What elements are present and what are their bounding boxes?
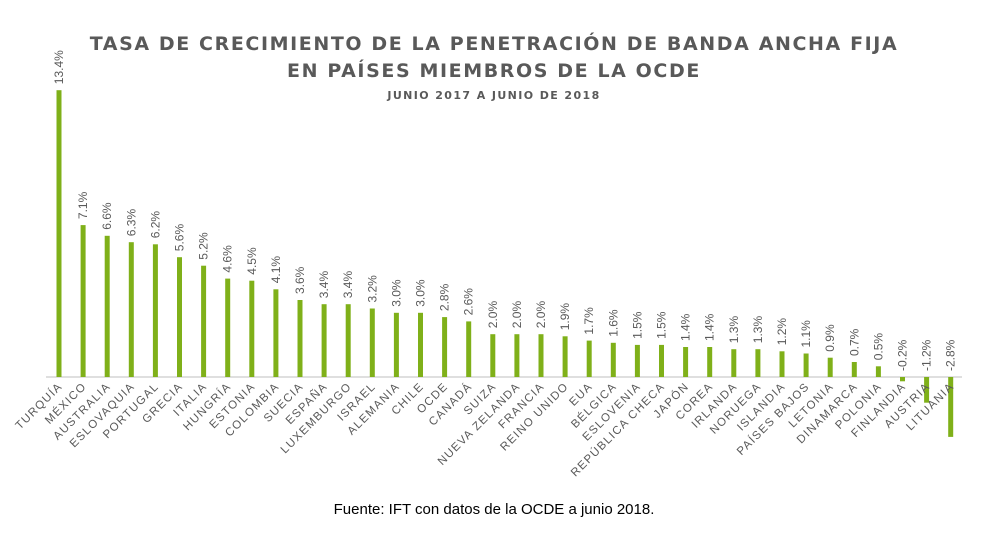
bar (779, 351, 785, 377)
data-label: 2.0% (510, 301, 524, 329)
data-label: 0.5% (871, 333, 885, 361)
data-label: 1.4% (679, 313, 693, 341)
data-label: 3.4% (317, 271, 331, 299)
bar (225, 278, 231, 377)
chart-title-line-1: TASA DE CRECIMIENTO DE LA PENETRACIÓN DE… (89, 33, 899, 55)
data-label: 3.4% (341, 271, 355, 299)
bar (442, 317, 448, 377)
data-label: 1.5% (630, 311, 644, 339)
data-label: 5.2% (197, 232, 211, 260)
bar (562, 336, 568, 377)
bar (924, 377, 930, 403)
source-note: Fuente: IFT con datos de la OCDE a junio… (333, 501, 655, 518)
bar (827, 357, 833, 377)
bar (851, 362, 857, 377)
data-label: 1.2% (775, 318, 789, 346)
data-label: 4.5% (245, 247, 259, 275)
data-label: 5.6% (173, 224, 187, 252)
bar (875, 366, 881, 377)
chart-title-line-2: EN PAÍSES MIEMBROS DE LA OCDE (287, 60, 701, 82)
bar (490, 334, 496, 377)
bar (538, 334, 544, 377)
data-label: 0.9% (823, 324, 837, 352)
bar (466, 321, 472, 377)
bar (393, 312, 399, 377)
data-label: 4.6% (221, 245, 235, 273)
data-label: 6.2% (148, 211, 162, 239)
bar (803, 353, 809, 377)
bar (201, 265, 207, 377)
data-label: 2.8% (438, 283, 452, 311)
bar (369, 308, 375, 377)
bar (104, 235, 110, 377)
data-label: 7.1% (76, 191, 90, 219)
data-label: 1.3% (751, 316, 765, 344)
bar (659, 344, 664, 377)
data-label: 1.3% (727, 316, 741, 344)
data-label: 2.0% (486, 301, 500, 329)
data-label: 6.6% (100, 202, 114, 230)
bar (177, 257, 182, 377)
data-label: 3.0% (389, 279, 403, 307)
bar (755, 349, 761, 377)
data-label: -1.2% (920, 339, 934, 371)
data-label: 1.4% (703, 313, 717, 341)
data-label: 1.9% (558, 303, 572, 331)
data-label: 4.1% (269, 256, 283, 284)
bar (948, 377, 954, 437)
bar (586, 340, 592, 377)
data-label: 1.5% (655, 311, 669, 339)
data-label: 0.7% (847, 328, 861, 356)
bar (56, 90, 62, 377)
bar (634, 344, 640, 377)
bar (152, 244, 158, 377)
bar (514, 334, 520, 377)
bar (273, 289, 279, 377)
data-label: 1.6% (606, 309, 620, 337)
data-label: 2.0% (534, 301, 548, 329)
bar (683, 347, 689, 377)
bar (345, 304, 351, 377)
bar (80, 225, 86, 377)
bar (418, 312, 423, 377)
data-label: 3.6% (293, 266, 307, 294)
bar (731, 349, 737, 377)
data-label: 2.6% (462, 288, 476, 316)
bar (900, 377, 905, 382)
data-label: 13.4% (52, 50, 66, 84)
data-label: 1.7% (582, 307, 596, 335)
bar (249, 280, 255, 377)
bar (297, 300, 303, 377)
data-label: -0.2% (896, 339, 910, 371)
data-label: -2.8% (944, 339, 958, 371)
bar (707, 347, 713, 377)
bar (321, 304, 327, 377)
bar (610, 342, 616, 377)
data-label: 3.2% (365, 275, 379, 303)
chart-subtitle: JUNIO 2017 A JUNIO DE 2018 (387, 89, 601, 102)
data-label: 6.3% (124, 209, 138, 237)
bar (128, 242, 134, 377)
data-label: 3.0% (414, 279, 428, 307)
data-label: 1.1% (799, 320, 813, 348)
